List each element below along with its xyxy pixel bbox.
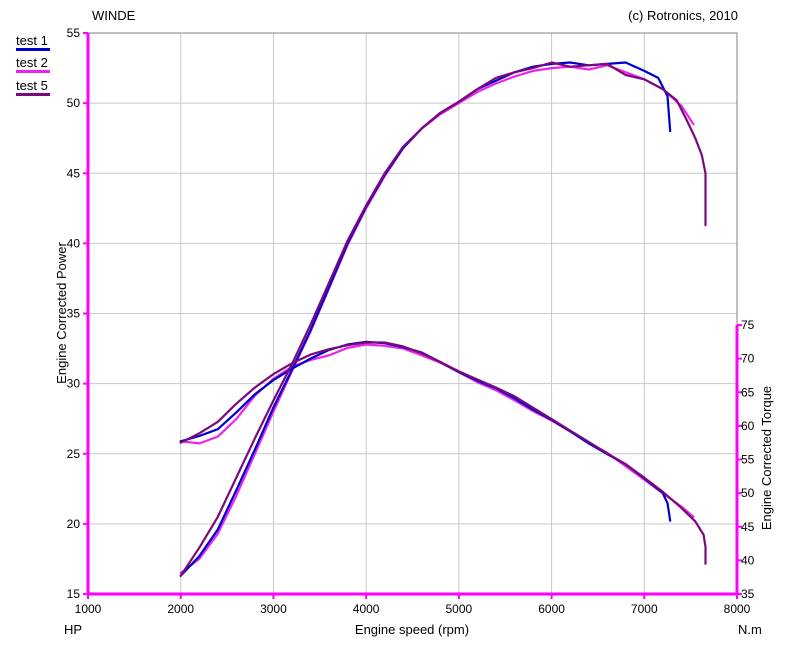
legend-item-test-2: test 2 [16,55,56,73]
y-tick-label: 30 [67,377,81,391]
legend-swatch-test-5 [16,93,50,96]
x-tick-label: 2000 [167,602,194,616]
plot-series [179,61,707,577]
y2-tick-label: 55 [741,453,755,467]
y2-tick-label: 65 [741,385,755,399]
y-tick-label: 15 [67,587,81,601]
x-tick-label: 8000 [724,602,751,616]
legend-item-test-1: test 1 [16,33,56,51]
y-tick-label: 35 [67,307,81,321]
legend-label: test 5 [16,78,48,93]
legend-item-test-5: test 5 [16,78,56,96]
grid-lines [88,33,737,594]
x-tick-label: 4000 [353,602,380,616]
series-line-test-5-power [179,61,707,577]
y2-tick-label: 60 [741,419,755,433]
y2-tick-label: 70 [741,352,755,366]
y-tick-label: 50 [67,96,81,110]
y2-tick-label: 40 [741,553,755,567]
series-line-test-5-torque [179,341,707,565]
left-unit-label: HP [64,622,82,637]
x-tick-label: 6000 [538,602,565,616]
y-tick-label: 25 [67,447,81,461]
series-line-test-1-power [179,61,672,577]
tick-labels: 15 20 25 30 35 40 45 50 55 35 40 45 50 55 60 65 70 75 1000… [67,26,755,616]
chart-axes [83,32,742,599]
series-line-test-2-power [179,64,695,575]
y-tick-label: 40 [67,236,81,250]
legend-label: test 1 [16,33,48,48]
y-tick-label: 55 [67,26,81,40]
series-line-test-1-torque [179,340,672,522]
y2-tick-label: 50 [741,486,755,500]
legend-swatch-test-2 [16,70,50,73]
right-unit-label: N.m [738,622,762,637]
legend-swatch-test-1 [16,48,50,51]
y-tick-label: 20 [67,517,81,531]
x-tick-label: 3000 [260,602,287,616]
legend-label: test 2 [16,55,48,70]
y2-tick-label: 35 [741,587,755,601]
y2-tick-label: 45 [741,520,755,534]
x-tick-label: 7000 [631,602,658,616]
y2-tick-label: 75 [741,318,755,332]
y-tick-label: 45 [67,166,81,180]
y-axis-label: Engine Corrected Power [54,242,69,384]
x-tick-label: 5000 [446,602,473,616]
chart-header-title: WINDE [92,8,136,23]
copyright-text: (c) Rotronics, 2010 [628,8,738,23]
y2-axis-label: Engine Corrected Torque [759,386,774,530]
x-axis-label: Engine speed (rpm) [355,622,469,637]
x-tick-label: 1000 [75,602,102,616]
